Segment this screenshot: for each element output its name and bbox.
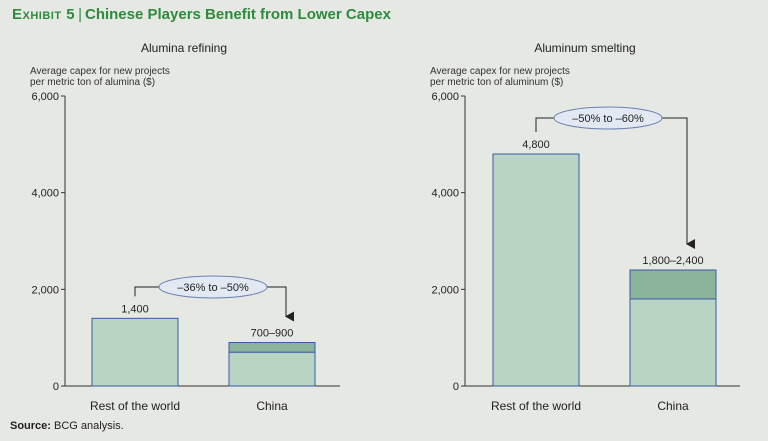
x-category-label: Rest of the world: [491, 399, 581, 413]
bar-base: [492, 153, 580, 387]
exhibit-number: Exhibit 5: [12, 6, 76, 23]
y-tick-label: 6,000: [431, 91, 459, 103]
annotation-arrow: [267, 286, 294, 322]
x-category-label: China: [256, 399, 288, 413]
y-tick-label: 2,000: [431, 284, 459, 296]
source-note: Source: BCG analysis.: [10, 420, 124, 432]
y-tick-label: 2,000: [31, 284, 59, 296]
y-tick-label: 6,000: [31, 91, 59, 103]
exhibit-header: Exhibit 5 | Chinese Players Benefit from L…: [12, 6, 391, 23]
annotation-bracket-left: [535, 117, 554, 132]
annotation-oval: [553, 106, 663, 130]
bar-value-label: 700–900: [251, 328, 294, 340]
x-category-label: China: [657, 399, 689, 413]
header-separator: |: [78, 6, 82, 23]
panel-title: Alumina refining: [141, 41, 227, 55]
annotation-arrow: [662, 117, 695, 249]
annotation-label: –36% to –50%: [177, 282, 249, 294]
y-tick-label: 4,000: [431, 188, 459, 200]
bar-range: [629, 269, 717, 300]
y-axis-label: Average capex for new projects: [430, 66, 570, 77]
annotation-oval: [158, 275, 268, 299]
bar-base: [91, 317, 179, 387]
bar-value-label: 4,800: [522, 139, 550, 151]
y-axis-label: per metric ton of aluminum ($): [430, 77, 563, 88]
bar-range: [228, 342, 316, 353]
bar-value-label: 1,800–2,400: [642, 255, 703, 267]
bar-value-label: 1,400: [121, 303, 149, 315]
x-category-label: Rest of the world: [90, 399, 180, 413]
annotation-label: –50% to –60%: [572, 113, 644, 125]
bar-base: [629, 298, 717, 387]
y-tick-label: 0: [453, 381, 459, 393]
y-axis-label: per metric ton of alumina ($): [30, 77, 155, 88]
source-text: BCG analysis.: [54, 420, 124, 432]
panel-title: Aluminum smelting: [534, 41, 635, 55]
y-axis-label: Average capex for new projects: [30, 66, 170, 77]
y-tick-label: 4,000: [31, 188, 59, 200]
y-tick-label: 0: [53, 381, 59, 393]
source-label: Source:: [10, 420, 51, 432]
annotation-bracket-left: [134, 286, 159, 297]
exhibit-title: Chinese Players Benefit from Lower Capex: [84, 6, 391, 23]
bar-base: [228, 351, 316, 387]
